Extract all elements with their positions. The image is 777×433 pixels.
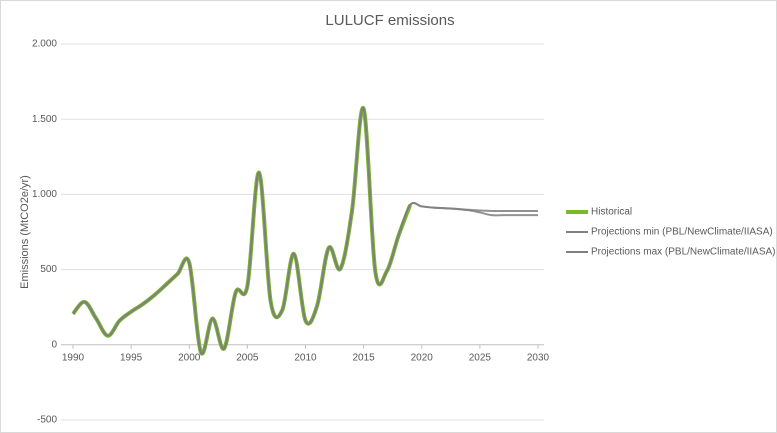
x-tick-label: 2010 [294,352,317,363]
x-tick-label: 1990 [62,352,85,363]
y-tick-label: 2.000 [32,39,57,50]
legend-label: Projections max (PBL/NewClimate/IIASA) [591,247,776,258]
legend-label: Historical [591,207,632,218]
chart-title: LULUCF emissions [325,12,454,29]
x-tick-label: 2020 [411,352,434,363]
legend-label: Projections min (PBL/NewClimate/IIASA) [591,227,773,238]
y-tick-label: 1.500 [32,114,57,125]
y-tick-label: 1.000 [32,189,57,200]
y-tick-label: -500 [37,415,57,426]
series-line [72,107,538,355]
x-tick-label: 2005 [236,352,259,363]
x-tick-label: 2025 [469,352,492,363]
x-tick-label: 1995 [120,352,143,363]
x-tick-label: 2000 [178,352,201,363]
y-tick-label: 0 [51,339,57,350]
y-axis-label: Emissions (MtCO2e/yr) [19,175,31,289]
y-tick-label: 500 [40,264,57,275]
x-tick-label: 2015 [353,352,376,363]
x-tick-label: 2030 [527,352,550,363]
